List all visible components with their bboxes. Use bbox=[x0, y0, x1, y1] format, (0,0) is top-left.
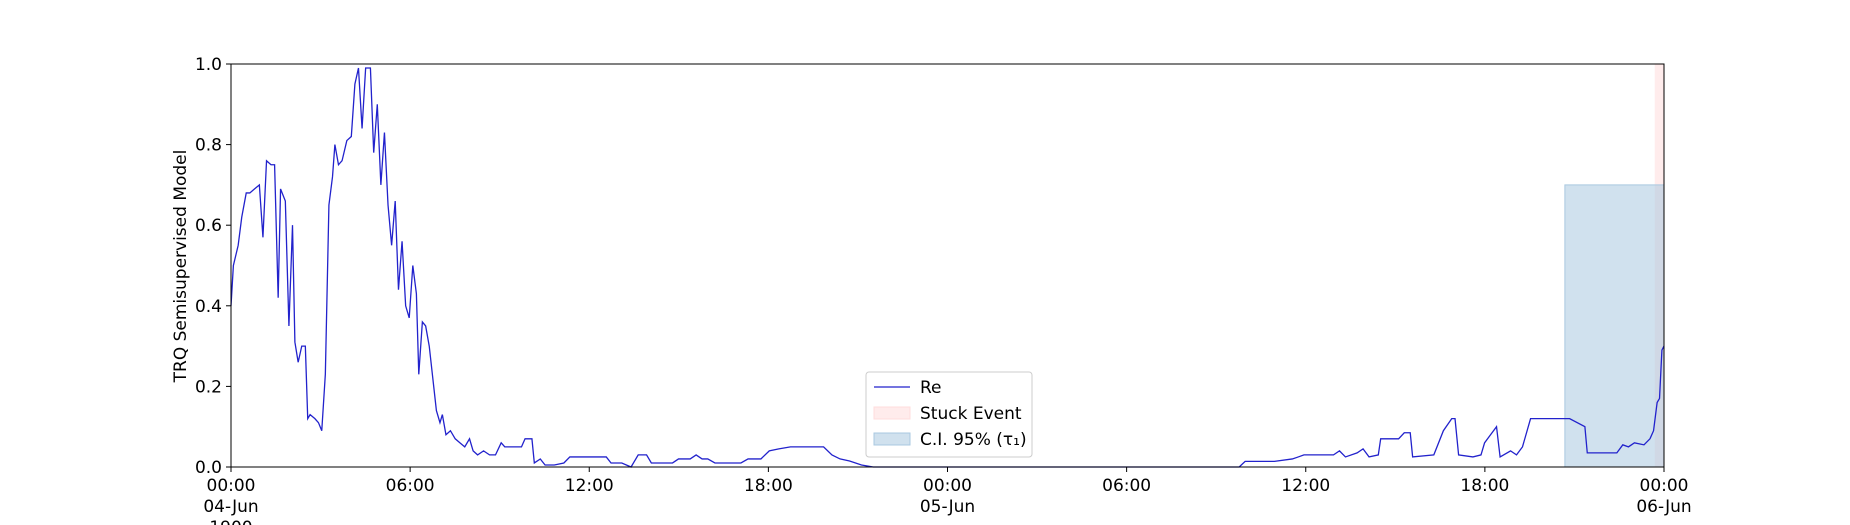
legend-label: Stuck Event bbox=[920, 404, 1022, 424]
y-tick-label: 0.6 bbox=[195, 216, 222, 236]
legend: Re Stuck Event C.I. 95% (τ₁) bbox=[865, 371, 1033, 458]
x-tick-label: 18:00 bbox=[1460, 476, 1509, 496]
legend-patch bbox=[873, 432, 911, 446]
x-tick-label: 18:00 bbox=[744, 476, 793, 496]
x-tick-label: 06:00 bbox=[386, 476, 435, 496]
legend-label: C.I. 95% (τ₁) bbox=[920, 430, 1027, 450]
legend-label: Re bbox=[920, 378, 942, 398]
y-tick-label: 0.2 bbox=[195, 377, 222, 397]
x-tick-label: 12:00 bbox=[565, 476, 614, 496]
y-axis-label: TRQ Semisupervised Model bbox=[171, 150, 191, 384]
x-tick-label: 12:00 bbox=[1281, 476, 1330, 496]
x-tick-label: 00:00 06-Jun bbox=[1636, 476, 1691, 517]
x-tick-label: 06:00 bbox=[1102, 476, 1151, 496]
y-tick-label: 0.0 bbox=[195, 458, 222, 478]
y-tick-label: 1.0 bbox=[195, 55, 222, 75]
span bbox=[1564, 184, 1665, 468]
line bbox=[230, 67, 1665, 468]
y-tick-label: 0.4 bbox=[195, 297, 222, 317]
y-tick-label: 0.8 bbox=[195, 136, 222, 156]
legend-patch bbox=[873, 406, 911, 420]
x-tick-label: 00:00 05-Jun bbox=[920, 476, 975, 517]
